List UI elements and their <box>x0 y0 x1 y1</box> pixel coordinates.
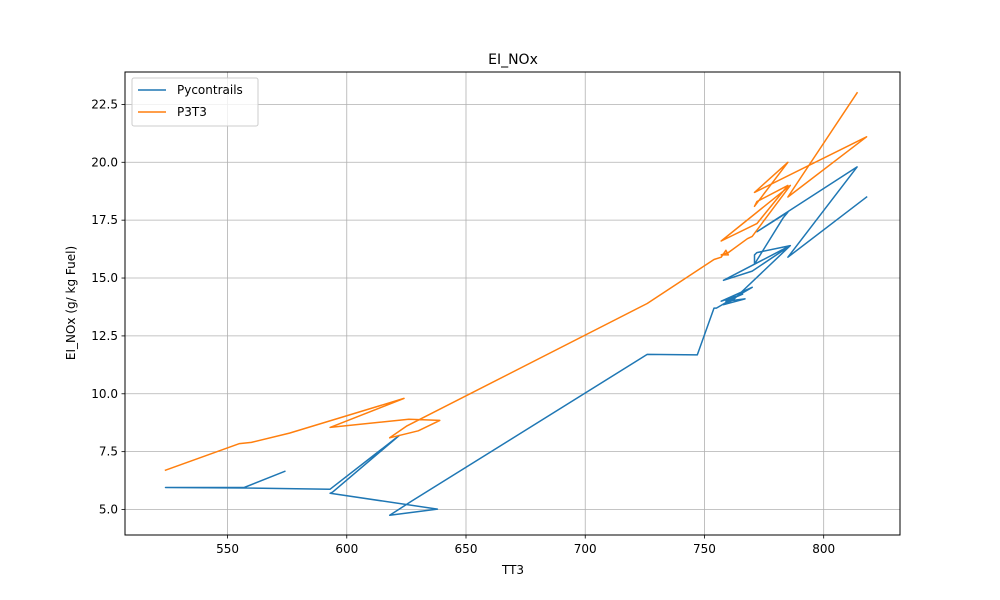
y-axis-title: EI_NOx (g/ kg Fuel) <box>64 246 78 360</box>
x-tick-label: 600 <box>335 542 358 556</box>
x-tick-label: 650 <box>455 542 478 556</box>
x-tick-label: 800 <box>812 542 835 556</box>
series-line-pycontrails <box>164 166 868 517</box>
y-tick-label: 7.5 <box>99 445 118 459</box>
x-axis-title: TT3 <box>501 563 524 577</box>
legend-label-pycontrails: Pycontrails <box>177 83 243 97</box>
y-tick-label: 12.5 <box>91 329 118 343</box>
grid <box>125 72 900 535</box>
x-tick-label: 700 <box>574 542 597 556</box>
chart-title: EI_NOx <box>488 52 538 68</box>
y-tick-label: 22.5 <box>91 97 118 111</box>
y-tick-label: 20.0 <box>91 155 118 169</box>
series-line-p3t3 <box>164 91 868 472</box>
y-tick-label: 10.0 <box>91 387 118 401</box>
x-tick-label: 750 <box>693 542 716 556</box>
series-group <box>164 91 868 517</box>
y-tick-label: 15.0 <box>91 271 118 285</box>
ticks: 550 600 650 700 750 800 5.0 7.5 10.0 12.5 15.0 17.5… <box>91 97 835 556</box>
x-tick-label: 550 <box>216 542 239 556</box>
legend: Pycontrails P3T3 <box>131 77 259 127</box>
plot-area-frame <box>124 71 901 536</box>
y-tick-label: 5.0 <box>99 503 118 517</box>
legend-label-p3t3: P3T3 <box>177 105 207 119</box>
y-tick-label: 17.5 <box>91 213 118 227</box>
